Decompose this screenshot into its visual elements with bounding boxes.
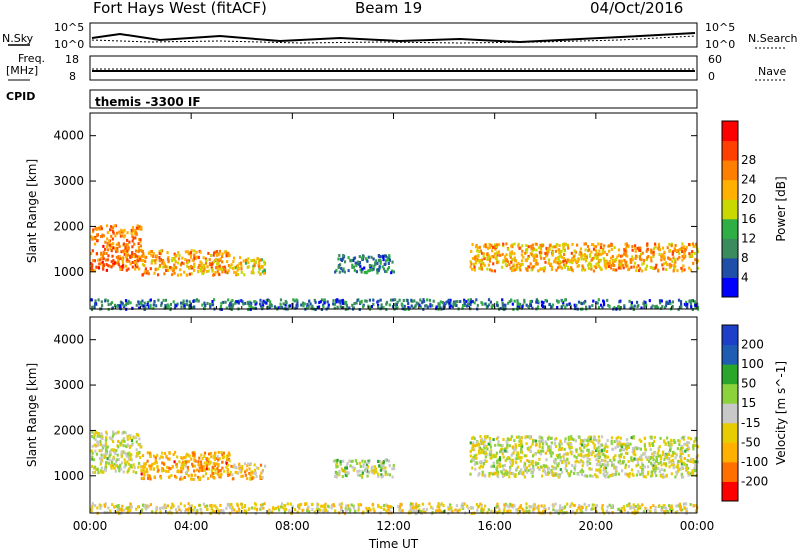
power-colorbar-tick-0: 4 <box>741 270 749 284</box>
velocity-ytick-label-0: 1000 <box>53 469 84 483</box>
power-colorbar-tick-2: 12 <box>741 231 756 245</box>
date-title: 04/Oct/2016 <box>590 0 684 17</box>
nave-label: Nave <box>758 65 787 78</box>
station-title: Fort Hays West (fitACF) <box>93 0 267 17</box>
nsky-label: N.Sky <box>2 32 34 45</box>
velocity-region-0 <box>90 430 143 475</box>
velocity-panel: 1000 2000 3000 4000 00:00 04:00 08:00 12:00 16:0… <box>25 316 715 551</box>
velocity-colorbar-tick-6: -100 <box>741 455 768 469</box>
nsky-panel-frame <box>89 22 698 48</box>
power-colorbar-frame <box>721 120 739 298</box>
velocity-colorbar-swatch-8 <box>722 325 738 346</box>
power-colorbar-swatch-5 <box>722 179 738 200</box>
velocity-colorbar-swatch-7 <box>722 344 738 365</box>
freq-tick-low: 8 <box>69 70 76 83</box>
power-colorbar-tick-5: 24 <box>741 173 756 187</box>
power-colorbar-tick-6: 28 <box>741 153 756 167</box>
velocity-colorbar-swatch-1 <box>722 461 738 482</box>
nsky-tick-high: 10^5 <box>54 21 85 34</box>
freq-panel-frame <box>89 55 698 81</box>
power-region-4 <box>469 242 699 273</box>
velocity-colorbar-swatch-5 <box>722 383 738 404</box>
nsky-trace <box>91 32 696 44</box>
freq-label: Freq. <box>18 52 46 65</box>
velocity-xtick-label-3: 12:00 <box>376 519 411 533</box>
power-region-0 <box>90 224 143 273</box>
nsearch-tick-low: 10^0 <box>705 38 736 51</box>
velocity-colorbar-tick-0: 200 <box>741 338 764 352</box>
power-region-2 <box>229 256 267 277</box>
velocity-colorbar-swatch-3 <box>722 422 738 443</box>
cpid-label: CPID <box>6 90 36 103</box>
velocity-xtick-label-0: 00:00 <box>73 519 108 533</box>
velocity-colorbar-tick-4: -15 <box>741 416 761 430</box>
velocity-colorbar: 200 100 50 15 -15 -50 -100 -200 Velocity [m s^-1… <box>721 324 788 502</box>
power-colorbar-swatch-0 <box>722 277 738 298</box>
velocity-ylabel: Slant Range [km] <box>25 363 39 467</box>
power-colorbar-swatch-6 <box>722 160 738 181</box>
beam-title: Beam 19 <box>355 0 423 17</box>
velocity-ytick-label-3: 4000 <box>53 333 84 347</box>
velocity-colorbar-swatch-4 <box>722 403 738 424</box>
velocity-colorbar-frame <box>721 324 739 502</box>
power-ytick-label-2: 3000 <box>53 174 84 188</box>
velocity-panel-frame <box>89 316 698 514</box>
power-colorbar-swatch-1 <box>722 257 738 278</box>
xlabel-time: Time UT <box>368 537 419 551</box>
nave-tick-high: 60 <box>708 53 722 66</box>
velocity-ytick-label-1: 2000 <box>53 423 84 437</box>
velocity-ytick-label-2: 3000 <box>53 378 84 392</box>
velocity-region-2 <box>229 462 267 481</box>
power-colorbar-swatch-7 <box>722 140 738 161</box>
velocity-colorbar-tick-5: -50 <box>741 435 761 449</box>
nave-tick-low: 0 <box>708 70 715 83</box>
power-ylabel: Slant Range [km] <box>25 159 39 263</box>
velocity-colorbar-swatch-6 <box>722 364 738 385</box>
power-colorbar-label: Power [dB] <box>774 176 788 241</box>
freq-unit-label: [MHz] <box>6 64 39 77</box>
power-ytick-label-0: 1000 <box>53 265 84 279</box>
power-region-3 <box>334 254 395 275</box>
velocity-colorbar-tick-7: -200 <box>741 474 768 488</box>
power-region-1 <box>140 249 231 277</box>
velocity-colorbar-tick-2: 50 <box>741 377 756 391</box>
power-colorbar-tick-1: 8 <box>741 251 749 265</box>
power-colorbar: 4 8 12 16 20 24 28 Power [dB] <box>721 120 788 298</box>
velocity-colorbar-tick-1: 100 <box>741 357 764 371</box>
velocity-region-3 <box>332 458 396 479</box>
velocity-xtick-label-2: 08:00 <box>275 519 310 533</box>
velocity-xtick-label-1: 04:00 <box>174 519 209 533</box>
velocity-xtick-label-4: 16:00 <box>477 519 512 533</box>
power-ytick-label-1: 2000 <box>53 219 84 233</box>
nsearch-label: N.Search <box>748 32 798 45</box>
velocity-colorbar-swatch-0 <box>722 481 738 502</box>
power-ytick-label-3: 4000 <box>53 129 84 143</box>
velocity-region-4 <box>469 435 700 479</box>
power-colorbar-swatch-8 <box>722 121 738 142</box>
power-panel: 1000 2000 3000 4000 Slant Range [km] <box>25 112 700 312</box>
power-colorbar-tick-3: 16 <box>741 212 756 226</box>
power-panel-frame <box>89 112 698 310</box>
velocity-region-1 <box>140 450 231 481</box>
velocity-xtick-label-6: 00:00 <box>680 519 715 533</box>
velocity-xtick-label-5: 20:00 <box>579 519 614 533</box>
nsky-tick-low: 10^0 <box>54 38 85 51</box>
nsearch-trace <box>91 35 696 44</box>
power-colorbar-swatch-2 <box>722 238 738 259</box>
velocity-colorbar-label: Velocity [m s^-1] <box>774 361 788 465</box>
nsearch-tick-high: 10^5 <box>705 21 736 34</box>
cpid-text: themis -3300 IF <box>95 95 201 109</box>
power-colorbar-tick-4: 20 <box>741 192 756 206</box>
velocity-colorbar-tick-3: 15 <box>741 396 756 410</box>
cpid-panel-frame <box>89 89 698 109</box>
freq-tick-high: 18 <box>65 53 79 66</box>
velocity-colorbar-swatch-2 <box>722 442 738 463</box>
power-colorbar-swatch-4 <box>722 199 738 220</box>
power-colorbar-swatch-3 <box>722 218 738 239</box>
